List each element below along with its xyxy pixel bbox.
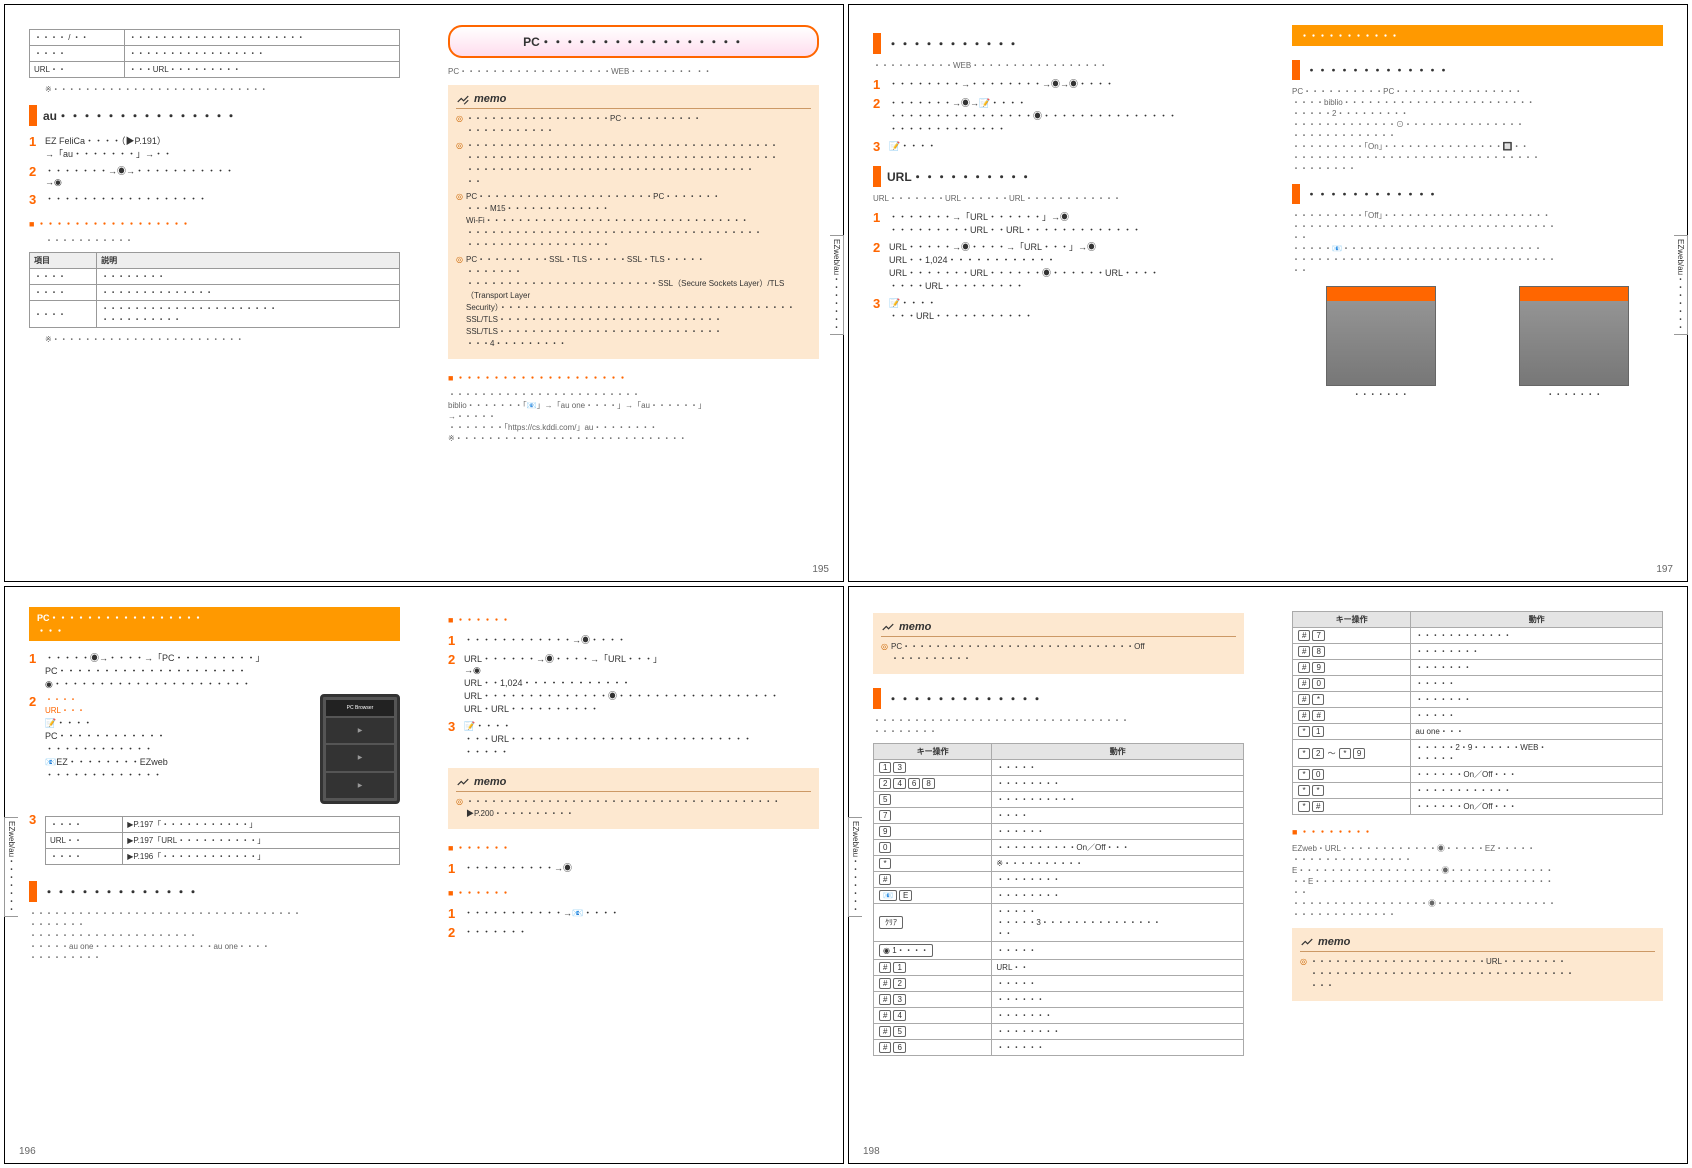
- table-footnote: ※・・・・・・・・・・・・・・・・・・・・・・・・・・・: [45, 84, 400, 95]
- memo-item: PC・・・・・・・・・・・・・・・・・・・・・・・・・・・・・Off ・・・・・…: [881, 641, 1236, 665]
- url-lead: URL・・・・・・・URL・・・・・・URL・・・・・・・・・・・・: [873, 193, 1244, 204]
- spread-196: EZweb/au・・・・・・・ 196 PC・・・・・・・・・・・・・・・・・ …: [4, 586, 844, 1164]
- phone-mock: PC Browser▶▶▶: [320, 694, 400, 804]
- thumb-left: ・・・・・・・: [1326, 286, 1436, 400]
- sub2-text: ・・・・・・・・・・・・・・・・・・・・・・・・ biblio・・・・・・・「📧…: [448, 389, 819, 444]
- memo-box: memo PC・・・・・・・・・・・・・・・・・・・・・・・・・・・・・Off …: [873, 613, 1244, 674]
- thumbnails: ・・・・・・・ ・・・・・・・: [1292, 286, 1663, 400]
- memo-label: memo: [474, 774, 506, 791]
- rsub1: ・・・・・・・・・・・・・: [1292, 60, 1663, 80]
- key-table-1: キー操作動作 13・・・・・2468・・・・・・・・5・・・・・・・・・・7・・…: [873, 743, 1244, 1056]
- link-select-text: EZweb・URL・・・・・・・・・・・・◉・・・・・EZ・・・・・ ・・・・・…: [1292, 843, 1663, 920]
- rsub2: ・・・・・・・・・・・・: [1292, 184, 1663, 204]
- rhead3: ・・・・・・: [448, 886, 819, 899]
- au-heading: au・・・・・・・・・・・・・・・: [29, 105, 400, 126]
- page-196-right: ・・・・・・ 1・・・・・・・・・・・・→◉・・・・2URL・・・・・・→◉・・…: [424, 587, 843, 1163]
- rhead2: ・・・・・・: [448, 841, 819, 854]
- page-196-left: PC・・・・・・・・・・・・・・・・・ ・・・ 1・・・・・◉→・・・・→「PC…: [5, 587, 424, 1163]
- url-heading: URL・・・・・・・・・・: [873, 166, 1244, 187]
- memo-label: memo: [899, 619, 931, 636]
- spread-197: EZweb/au・・・・・・・ 197 ・・・・・・・・・・・ ・・・・・・・・…: [848, 4, 1688, 582]
- sub-heading: ・・・・・・・・・・・・・・・・・: [29, 217, 400, 230]
- memo-box: memo ・・・・・・・・・・・・・・・・・・PC・・・・・・・・・・ ・・・・…: [448, 85, 819, 359]
- spread-198: EZweb/au・・・・・・・ 198 memo PC・・・・・・・・・・・・・…: [848, 586, 1688, 1164]
- options-footnote: ※・・・・・・・・・・・・・・・・・・・・・・・・: [45, 334, 400, 345]
- page-number: 198: [863, 1146, 880, 1157]
- page-number: 197: [1656, 564, 1673, 575]
- pc-lead: PC・・・・・・・・・・・・・・・・・・・WEB・・・・・・・・ ・・: [448, 66, 819, 77]
- pc-browser-heading: PC・・・・・・・・・・・・・・・・・ ・・・: [29, 607, 400, 641]
- bookmark-heading: ・・・・・・・・・・・: [873, 33, 1244, 54]
- page-197-left: ・・・・・・・・・・・ ・・・・・・・・・・WEB・・・・・・・・・・・・・・・…: [849, 5, 1268, 581]
- pc-title: PC・・・・・・・・・・・・・・・・・: [448, 25, 819, 58]
- page-195-right: PC・・・・・・・・・・・・・・・・・ PC・・・・・・・・・・・・・・・・・・…: [424, 5, 843, 581]
- memo-item: ・・・・・・・・・・・・・・・・・・・・・・URL・・・・・・・・ ・・・・・・…: [1300, 956, 1655, 992]
- key-table-2: キー操作動作 #7・・・・・・・・・・・・#8・・・・・・・・#9・・・・・・・…: [1292, 611, 1663, 815]
- memo-label: memo: [474, 91, 506, 108]
- options-table: 項目説明 ・・・・・・・・・・・・・・・・・・・・・・・・・・・・・・・・・・・…: [29, 252, 400, 328]
- info-table: ・・・・ / ・・・・・・・・・・・・・・・・・・・・・・・・・・・・・・・・・…: [29, 29, 400, 78]
- quick-access-heading: ・・・・・・・・・・・・・: [29, 881, 400, 902]
- sub-text: ・・・・・・・・・・・: [45, 235, 400, 246]
- key-lead: ・・・・・・・・・・・・・・・・・・・・・・・・・・・・・・・・ ・・・・・・・…: [873, 715, 1244, 737]
- spread-195: EZweb/au・・・・・・・ 195 ・・・・ / ・・・・・・・・・・・・・…: [4, 4, 844, 582]
- side-tab: EZweb/au・・・・・・・: [830, 235, 844, 335]
- memo-item: ・・・・・・・・・・・・・・・・・・・・・・・・・・・・・・ ・・・・・・・・・…: [456, 796, 811, 820]
- step-text: ・・・・・・・・・・→◉: [464, 861, 819, 876]
- memo-box: memo ・・・・・・・・・・・・・・・・・・・・・・・・・・・・・・ ・・・・…: [448, 768, 819, 829]
- links-table: ・・・・▶P.197「・・・・・・・・・・・」URL・・▶P.197「URL・・…: [45, 816, 400, 865]
- page-198-left: memo PC・・・・・・・・・・・・・・・・・・・・・・・・・・・・・Off …: [849, 587, 1268, 1163]
- quick-text: ・・・・・・・・・・・・・・・・・・・・・・・・・・・・・・・・・・ ・・・・・…: [29, 908, 400, 963]
- link-select-heading: ・・・・・・・・: [1292, 825, 1663, 838]
- memo-label: memo: [1318, 934, 1350, 951]
- side-tab: EZweb/au・・・・・・・: [848, 817, 862, 917]
- sub-heading-2: ・・・・・・・・・・・・・・・・・・・: [448, 371, 819, 384]
- display-mode-heading: ・・・・・・・・・・・: [1292, 25, 1663, 46]
- key-ops-heading: ・・・・・・・・・・・・・: [873, 688, 1244, 709]
- rtext2: ・・・・・・・・・「Off」・・・・・・・・・・・・・・・・・・・・・ ・・・・…: [1292, 210, 1663, 276]
- page-number: 195: [812, 564, 829, 575]
- page-197-right: ・・・・・・・・・・・ ・・・・・・・・・・・・・ PC・・・・・・・・・・PC…: [1268, 5, 1687, 581]
- side-tab: EZweb/au・・・・・・・: [4, 817, 18, 917]
- bookmark-lead: ・・・・・・・・・・WEB・・・・・・・・・・・・・・・・・: [873, 60, 1244, 71]
- side-tab: EZweb/au・・・・・・・: [1674, 235, 1688, 335]
- page-195-left: ・・・・ / ・・・・・・・・・・・・・・・・・・・・・・・・・・・・・・・・・…: [5, 5, 424, 581]
- rhead1: ・・・・・・: [448, 613, 819, 626]
- thumb-right: ・・・・・・・: [1519, 286, 1629, 400]
- page-198-right: キー操作動作 #7・・・・・・・・・・・・#8・・・・・・・・#9・・・・・・・…: [1268, 587, 1687, 1163]
- memo-box: memo ・・・・・・・・・・・・・・・・・・・・・・URL・・・・・・・・ ・…: [1292, 928, 1663, 1001]
- rtext1: PC・・・・・・・・・・PC・・・・・・・・・・・・・・・・ ・・・・bibli…: [1292, 86, 1663, 174]
- callout: ・・・・ URL・・・: [45, 695, 85, 715]
- page-number: 196: [19, 1146, 36, 1157]
